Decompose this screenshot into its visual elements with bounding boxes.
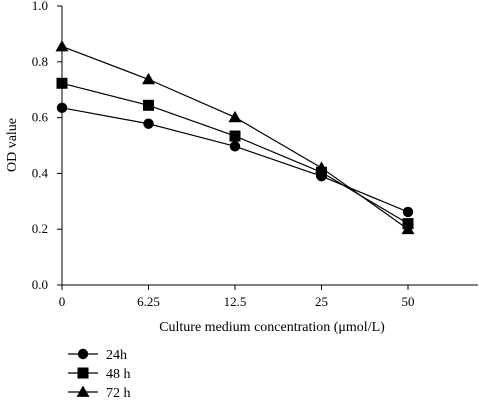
- legend-label: 48 h: [106, 367, 131, 382]
- data-point: [229, 130, 241, 142]
- y-tick-label: 0.2: [32, 221, 48, 236]
- legend-item: 72 h: [68, 385, 131, 401]
- series-line: [61, 107, 409, 213]
- data-point: [402, 206, 414, 218]
- x-tick-label: 6.25: [137, 294, 160, 309]
- data-point: [143, 118, 154, 129]
- data-point: [56, 102, 68, 114]
- chart-axes: [61, 6, 478, 286]
- x-tick-label: 50: [402, 294, 415, 309]
- legend-marker: [77, 367, 89, 379]
- y-tick-label: 1.0: [32, 0, 48, 13]
- legend-item: 24h: [68, 348, 127, 363]
- x-tick-label: 12.5: [224, 294, 247, 309]
- legend-marker: [77, 348, 89, 360]
- legend-label: 72 h: [106, 386, 131, 401]
- data-point: [55, 39, 69, 52]
- legend-label: 24h: [106, 348, 127, 363]
- data-point: [143, 99, 154, 111]
- x-axis-label: Culture medium concentration (μmol/L): [159, 320, 385, 335]
- y-axis-label: OD value: [5, 118, 20, 172]
- series-2: [56, 77, 414, 230]
- data-point: [142, 72, 155, 85]
- data-point: [228, 110, 242, 123]
- data-point: [229, 141, 241, 152]
- chart-series: [55, 39, 415, 235]
- x-tick-label: 0: [59, 294, 66, 309]
- chart-legend: 24h 48 h 72 h: [68, 348, 131, 401]
- series-line: [61, 82, 409, 225]
- data-point: [401, 222, 415, 235]
- y-tick-label: 0.4: [32, 165, 49, 180]
- legend-marker: [76, 385, 90, 397]
- x-axis-ticks: 0 6.25 12.5 25 50: [59, 285, 415, 309]
- data-point: [315, 161, 328, 173]
- y-tick-label: 0.8: [32, 54, 48, 69]
- series-3: [55, 39, 415, 235]
- x-tick-label: 25: [315, 294, 328, 309]
- data-point: [56, 77, 68, 89]
- legend-item: 48 h: [68, 367, 131, 382]
- y-tick-label: 0.0: [32, 277, 48, 292]
- y-axis-ticks: 0.0 0.2 0.4 0.6 0.8 1.0: [32, 0, 62, 292]
- y-tick-label: 0.6: [32, 110, 49, 125]
